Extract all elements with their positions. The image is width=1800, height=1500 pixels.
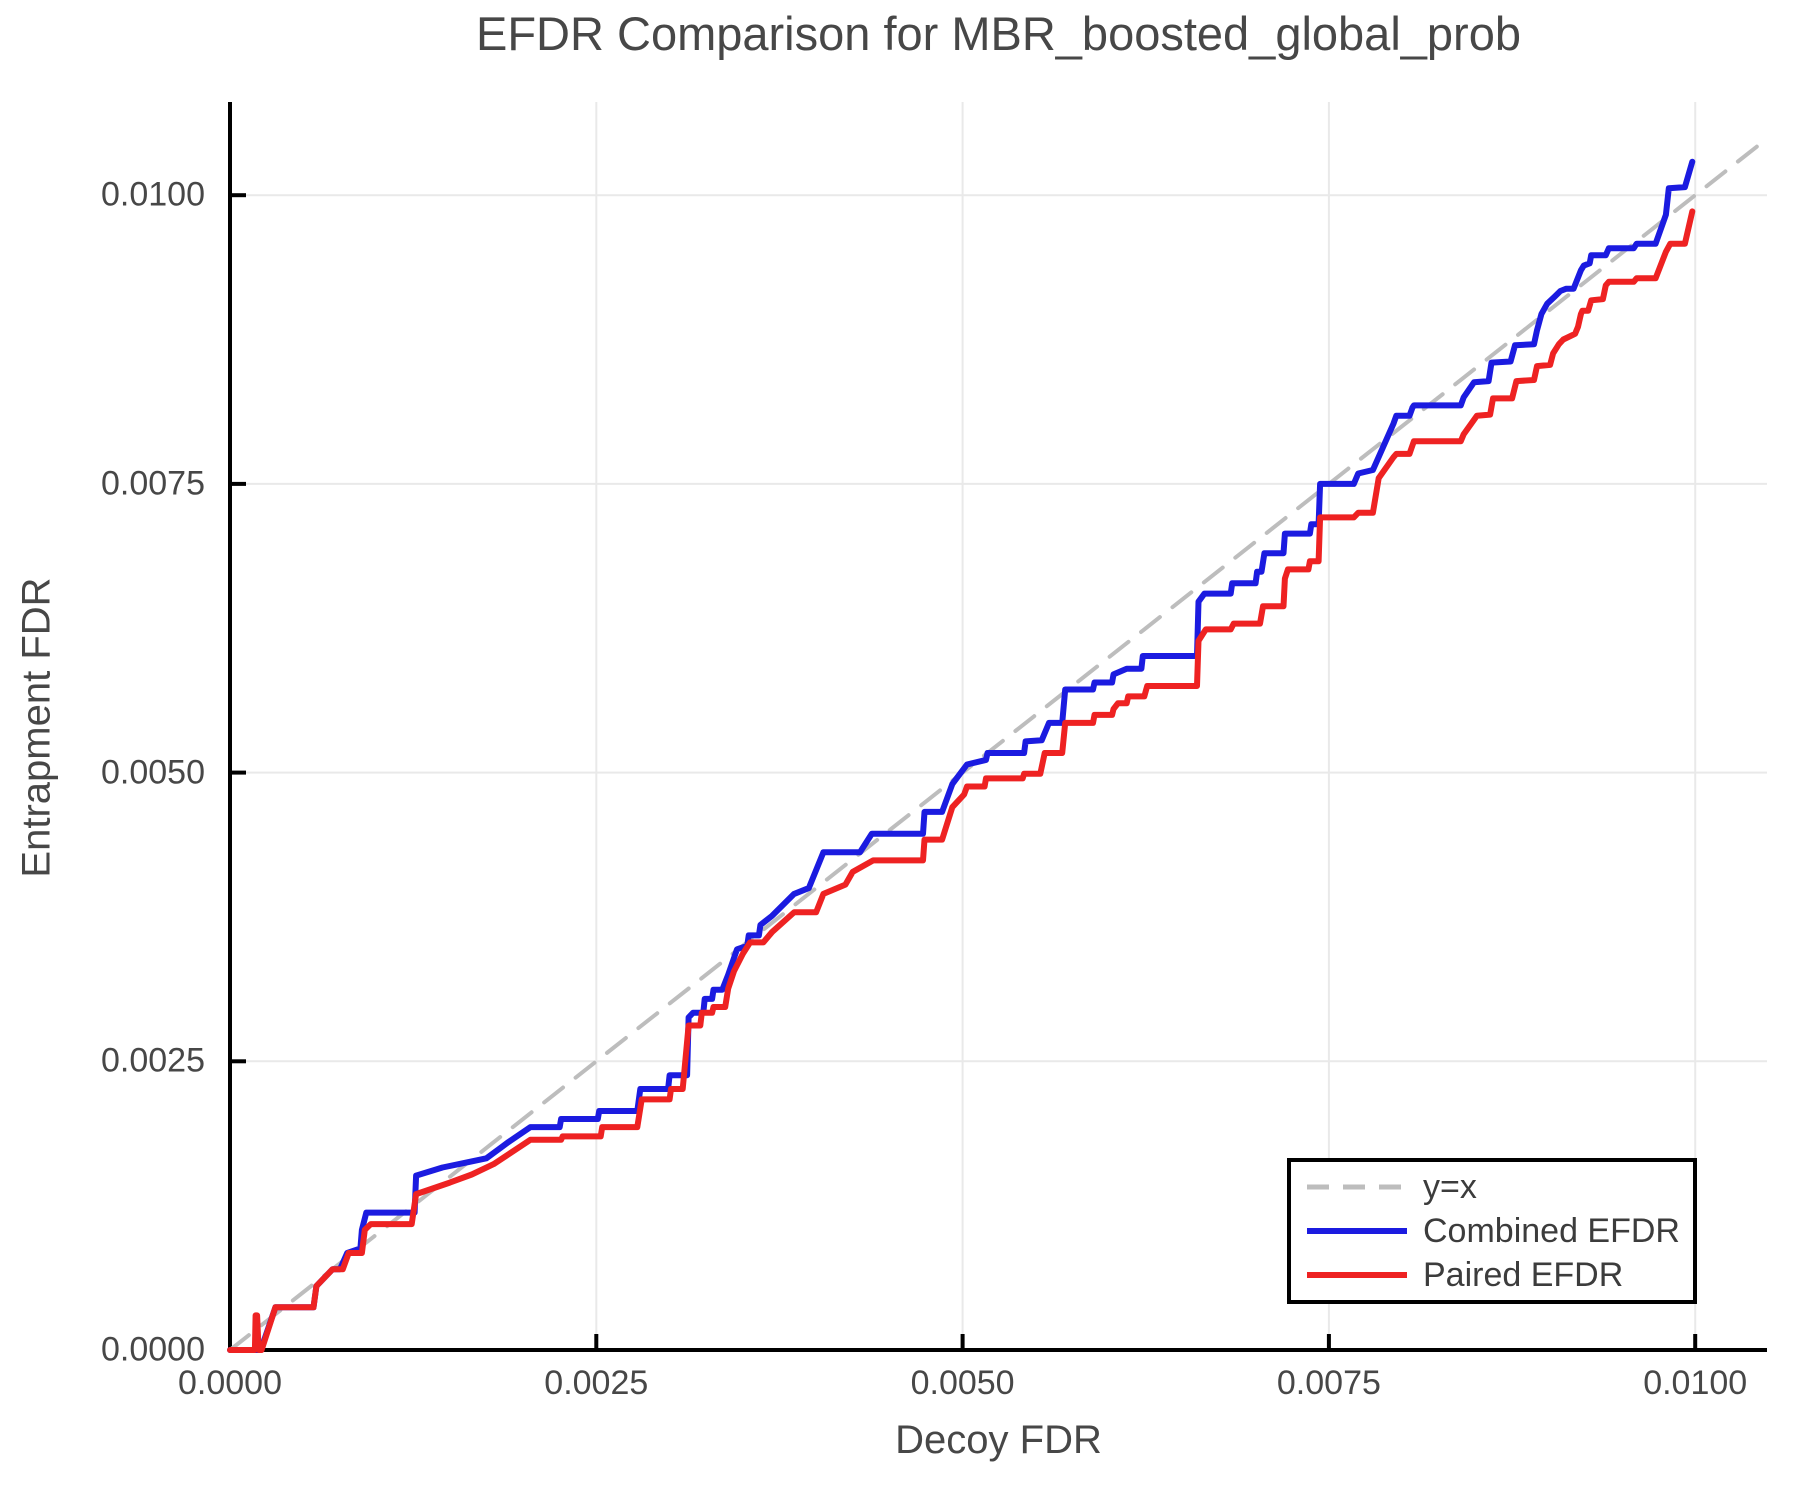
legend: y=x Combined EFDR Paired EFDR [1287, 1158, 1697, 1304]
chart-title: EFDR Comparison for MBR_boosted_global_p… [476, 7, 1521, 60]
axes-spines [228, 102, 1767, 1352]
reference-line-y-equals-x [228, 136, 1769, 1352]
x-axis-label: Decoy FDR [895, 1418, 1102, 1462]
gridlines [230, 102, 1767, 1350]
legend-row-reference: y=x [1305, 1166, 1683, 1208]
dashed-line-swatch [1307, 1184, 1407, 1190]
legend-row-paired: Paired EFDR [1305, 1254, 1683, 1296]
blue-line-swatch [1307, 1228, 1407, 1234]
legend-row-combined: Combined EFDR [1305, 1210, 1683, 1252]
legend-label-paired: Paired EFDR [1423, 1256, 1624, 1294]
legend-label-reference: y=x [1423, 1168, 1477, 1206]
combined-efdr-line [227, 158, 1696, 1353]
x-tick-label: 0.0000 [178, 1364, 282, 1402]
paired-efdr-line [227, 208, 1696, 1353]
legend-label-combined: Combined EFDR [1423, 1212, 1680, 1250]
y-tick-label: 0.0050 [101, 753, 205, 792]
red-line-swatch [1307, 1272, 1407, 1278]
y-tick-label: 0.0075 [101, 464, 205, 503]
x-tick-label: 0.0025 [544, 1364, 649, 1402]
data-series [227, 136, 1769, 1353]
x-tick-label: 0.0100 [1643, 1364, 1748, 1402]
x-tick-label: 0.0050 [910, 1364, 1015, 1402]
y-tick-label: 0.0025 [101, 1041, 205, 1080]
y-tick-label: 0.0000 [101, 1330, 205, 1369]
x-tick-label: 0.0075 [1276, 1364, 1381, 1402]
y-tick-label: 0.0100 [101, 175, 205, 214]
